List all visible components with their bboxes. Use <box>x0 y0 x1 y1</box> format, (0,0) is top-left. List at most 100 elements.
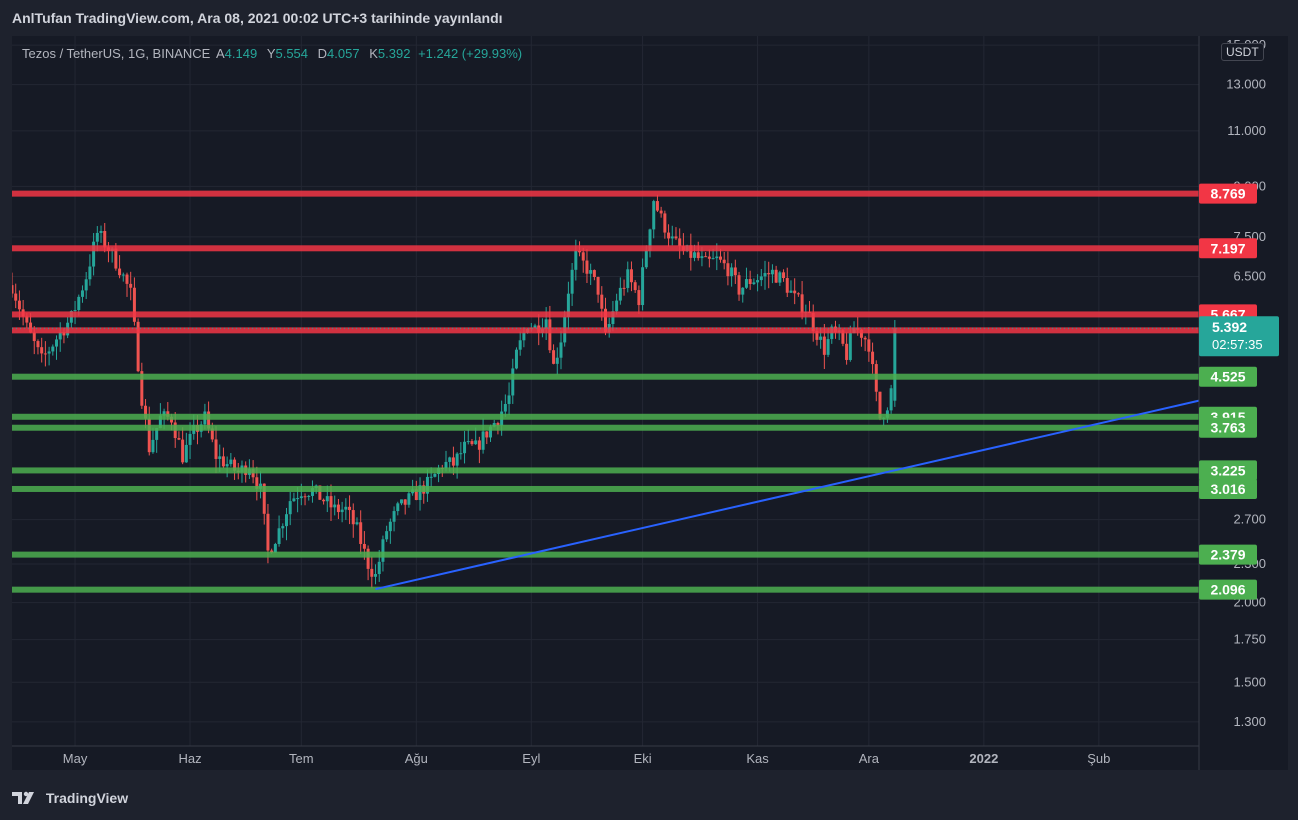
candle-body <box>433 473 437 477</box>
low-label: D <box>317 46 328 61</box>
level-label: 4.525 <box>1210 369 1245 385</box>
candle-body <box>715 256 719 259</box>
level-line <box>12 311 1199 318</box>
candle-body <box>811 312 815 332</box>
candle-body <box>789 290 793 293</box>
candle-body <box>310 488 314 496</box>
candle-body <box>644 250 648 268</box>
candle-body <box>604 308 607 333</box>
candle-body <box>700 256 704 259</box>
candle-body <box>184 444 188 463</box>
candle-body <box>17 300 21 310</box>
candle-body <box>848 333 852 360</box>
price-chart[interactable]: 15.00013.00011.0009.0007.5006.5002.7002.… <box>10 36 1288 770</box>
currency-unit-badge[interactable]: USDT <box>1221 43 1264 61</box>
level-label: 3.225 <box>1210 462 1245 478</box>
symbol-legend: Tezos / TetherUS, 1G, BINANCE A4.149 Y5.… <box>22 46 526 61</box>
time-tick-label: Ara <box>859 751 880 766</box>
footer: TradingView <box>12 789 128 809</box>
level-line <box>12 467 1199 474</box>
candle-body <box>748 279 752 285</box>
candle-body <box>118 268 122 276</box>
trend-line <box>375 399 1200 591</box>
candle-body <box>221 456 225 467</box>
price-tick-label: 6.500 <box>1233 268 1266 283</box>
level-line <box>12 424 1199 431</box>
candle-body <box>103 231 107 248</box>
candle-body <box>396 503 400 512</box>
candle-body <box>782 272 786 279</box>
candle-body <box>158 415 162 428</box>
candle-body <box>121 274 125 276</box>
candle-body <box>626 269 630 288</box>
level-label: 2.096 <box>1210 582 1245 598</box>
level-label: 3.763 <box>1210 420 1245 436</box>
candle-body <box>559 342 563 358</box>
time-tick-label: Eki <box>634 751 652 766</box>
candle-body <box>618 287 622 301</box>
candle-body <box>730 267 734 277</box>
candle-body <box>284 514 288 527</box>
candle-body <box>351 510 355 525</box>
top-bar: AnlTufan TradingView.com, Ara 08, 2021 0… <box>0 0 1298 36</box>
candle-body <box>362 543 366 549</box>
high-label: Y <box>266 46 276 61</box>
candle-body <box>774 269 778 283</box>
level-line <box>12 586 1199 593</box>
candle-body <box>281 526 285 529</box>
candle-body <box>463 441 467 454</box>
candle-body <box>273 544 277 553</box>
chart-area[interactable]: 15.00013.00011.0009.0007.5006.5002.7002.… <box>10 36 1288 770</box>
open-label: A <box>215 46 225 61</box>
candle-body <box>47 351 51 354</box>
candle-body <box>522 332 526 341</box>
candle-body <box>845 343 849 360</box>
candle-body <box>125 274 129 284</box>
level-label-box <box>1199 579 1257 600</box>
time-tick-label: May <box>63 751 88 766</box>
candle-body <box>819 336 823 340</box>
time-tick-label: Tem <box>289 751 314 766</box>
candle-body <box>43 353 47 355</box>
candle-body <box>210 428 214 440</box>
candle-body <box>377 561 381 575</box>
level-label-box <box>1199 417 1257 438</box>
candle-body <box>767 273 771 275</box>
level-label: 8.769 <box>1210 186 1245 202</box>
candle-body <box>99 231 103 233</box>
candle-body <box>233 459 237 471</box>
candle-body <box>218 456 222 459</box>
candle-body <box>155 427 159 440</box>
candle-body <box>322 499 326 502</box>
candle-body <box>262 483 266 514</box>
candle-body <box>385 531 389 540</box>
candle-body <box>162 411 166 416</box>
candle-body <box>470 441 474 445</box>
low-value: 4.057 <box>327 46 360 61</box>
candle-body <box>255 477 259 489</box>
candle-body <box>796 293 800 295</box>
candle-body <box>514 349 518 369</box>
candle-body <box>425 476 429 494</box>
candle-body <box>878 391 882 419</box>
candle-body <box>667 232 671 239</box>
price-tick-label: 1.300 <box>1233 714 1266 729</box>
candle-body <box>503 403 507 412</box>
tradingview-logo-icon <box>12 792 34 805</box>
candle-body <box>641 267 645 306</box>
candle-body <box>55 339 59 347</box>
level-line <box>12 327 1199 334</box>
close-value: 5.392 <box>377 46 411 61</box>
time-tick-label: Kas <box>746 751 769 766</box>
candle-body <box>570 269 574 294</box>
candle-body <box>388 521 392 532</box>
candle-body <box>822 336 826 355</box>
candle-body <box>348 506 352 511</box>
candle-body <box>629 269 633 283</box>
price-axis[interactable] <box>1199 36 1288 770</box>
candle-body <box>800 294 804 313</box>
candle-body <box>318 485 322 500</box>
candle-body <box>292 498 296 502</box>
change-value: +1.242 (+29.93%) <box>418 46 523 61</box>
tradingview-brand: TradingView <box>45 790 129 807</box>
